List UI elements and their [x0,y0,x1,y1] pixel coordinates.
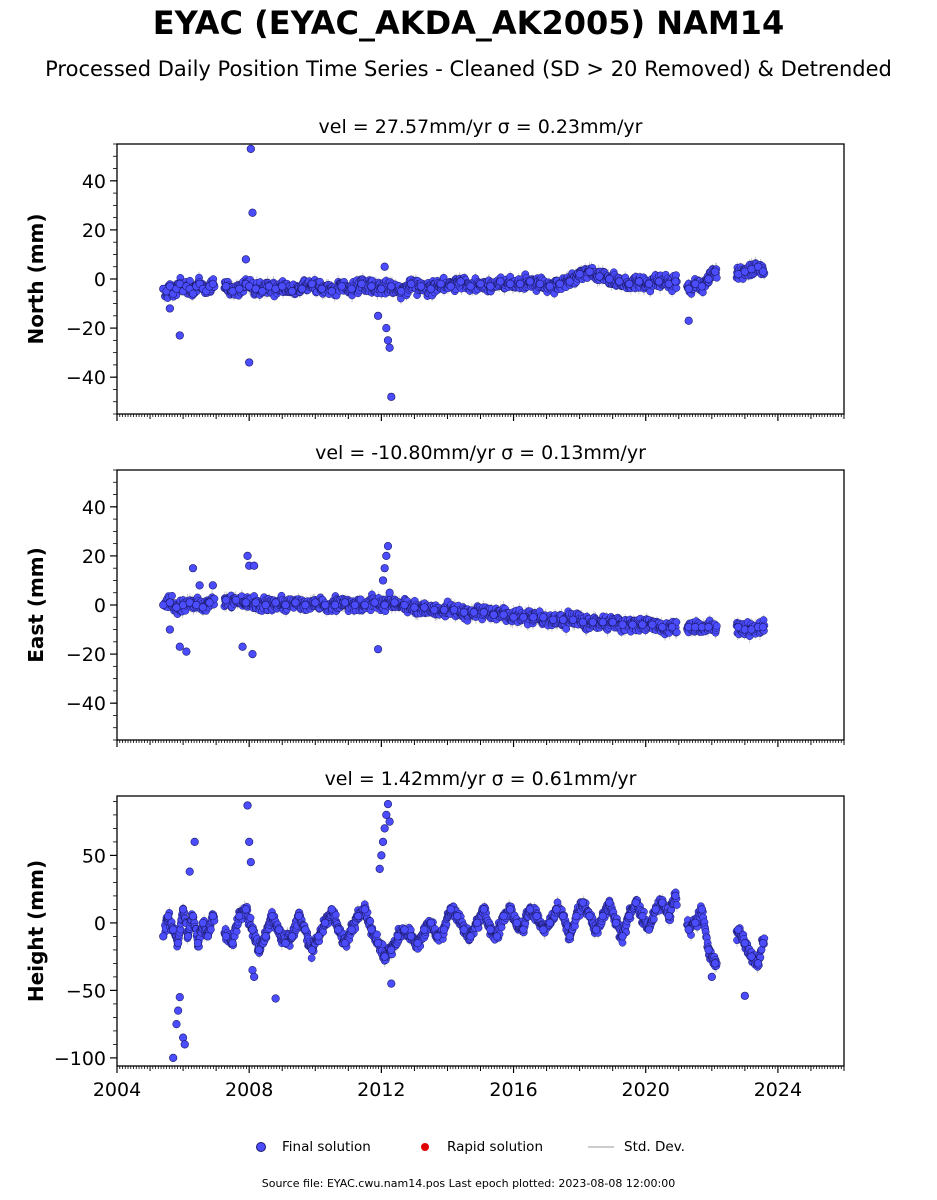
series-point [258,287,267,296]
series-point [357,279,366,289]
panel-title: vel = 27.57mm/yr σ = 0.23mm/yr [319,116,643,138]
outlier-point [165,304,174,313]
plot-area [159,541,769,659]
series-point [697,282,707,291]
series-point [476,279,485,289]
outlier-point [373,311,383,320]
series-point [387,282,396,291]
series-point [565,277,574,286]
y-tick-label: 40 [82,171,106,193]
series-point [496,277,505,286]
outlier-point [382,323,391,333]
series-point [654,277,664,286]
series-point [758,267,768,276]
outlier-point [385,343,394,352]
series-point [297,284,307,293]
outlier-point [684,316,693,325]
y-tick-label: 0 [94,269,106,291]
outlier-point [387,392,396,401]
y-tick-label: −20 [66,318,106,340]
series-point [407,279,416,289]
series-point [416,282,426,291]
series-point [337,282,346,291]
series-point [377,284,386,293]
series-point [545,282,554,291]
y-axis-label: North (mm) [24,213,48,344]
series-point [188,289,198,298]
series-point [615,277,624,286]
east-panel: vel = -10.80mm/yr σ = 0.13mm/yr East (mm)… [24,442,845,747]
y-tick-label: 20 [82,220,106,242]
series-point [605,274,614,284]
series-point [595,272,604,281]
series-point [436,279,445,289]
series-point [635,277,644,286]
series-point [585,267,594,276]
series-point [575,269,584,279]
series-point [684,284,693,293]
series-point [456,277,465,286]
series-point [278,282,287,291]
outlier-point [241,255,250,264]
series-point [446,282,455,291]
outlier-point [380,262,389,271]
series-point [704,274,713,284]
series-point [671,277,680,286]
outlier-point [246,144,255,154]
panel-title: vel = -10.80mm/yr σ = 0.13mm/yr [315,442,646,464]
series-point [367,282,376,291]
series-point [317,284,326,293]
series-point [525,277,535,286]
series-point [426,284,436,293]
outlier-point [248,208,257,217]
series-point [644,279,654,289]
chart-figure: vel = 27.57mm/yr σ = 0.23mm/yr North (mm)… [24,116,845,1101]
plot-area [159,144,769,401]
series-point [711,267,720,276]
y-tick-label: −40 [66,367,106,389]
series-point [235,284,244,293]
series-points [159,144,768,401]
series-point [516,279,525,289]
final-solution-point [168,591,176,600]
series-point [486,282,495,291]
figure-subtitle: Processed Daily Position Time Series - C… [45,57,892,81]
north-panel: vel = 27.57mm/yr σ = 0.23mm/yr North (mm)… [24,116,845,421]
series-point [555,279,564,289]
series-point [535,279,545,289]
series-point [397,287,406,296]
series-point [288,287,297,296]
series-point [221,282,231,291]
series-point [208,279,217,289]
outlier-point [383,336,393,345]
series-point [466,282,475,291]
series-point [625,279,634,289]
outlier-point [175,331,184,340]
series-point [506,279,515,289]
series-point [327,287,336,296]
series-point [307,279,317,289]
outlier-point [245,358,254,367]
series-point [753,262,763,271]
figure-title: EYAC (EYAC_AKDA_AK2005) NAM14 [152,4,785,42]
series-point [347,284,356,293]
y-axis-label: East (mm) [24,547,48,663]
